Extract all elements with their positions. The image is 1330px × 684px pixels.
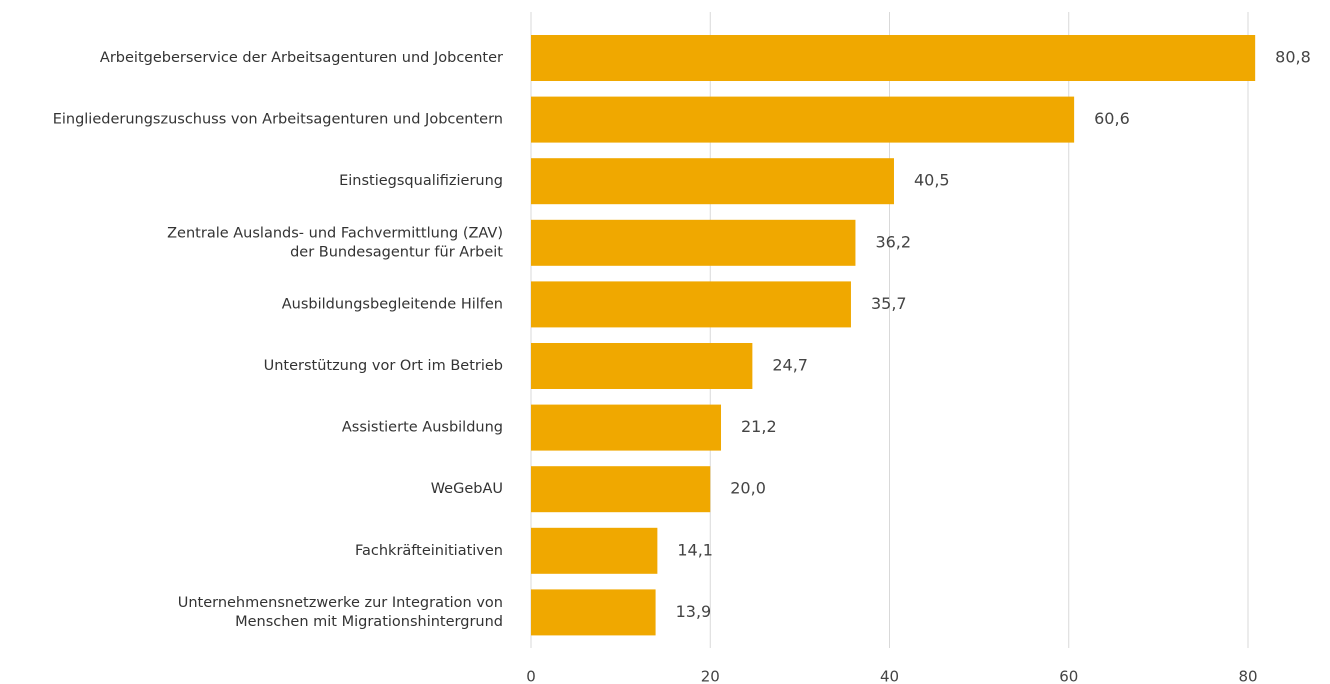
value-label: 24,7 — [772, 356, 808, 375]
value-label: 40,5 — [914, 171, 950, 190]
bar — [531, 404, 722, 451]
x-tick-label: 20 — [701, 668, 720, 684]
category-label: Einstiegsqualifizierung — [339, 173, 503, 189]
value-label: 80,8 — [1275, 48, 1311, 67]
x-tick-label: 40 — [880, 668, 899, 684]
category-label: Zentrale Auslands- und Fachvermittlung (… — [167, 225, 503, 260]
category-label: Ausbildungsbegleitende Hilfen — [282, 296, 503, 312]
x-tick-label: 60 — [1059, 668, 1078, 684]
value-label: 14,1 — [677, 540, 713, 559]
x-tick-label: 80 — [1238, 668, 1257, 684]
bar — [531, 96, 1075, 143]
x-tick-label: 0 — [526, 668, 536, 684]
value-label: 20,0 — [730, 479, 766, 498]
bar — [531, 466, 711, 513]
category-label: Eingliederungszuschuss von Arbeitsagentu… — [53, 112, 503, 128]
bar — [531, 281, 851, 328]
category-label: Unterstützung vor Ort im Betrieb — [264, 358, 503, 374]
value-label: 21,2 — [741, 417, 777, 436]
bar — [531, 35, 1256, 81]
category-label: Fachkräfteinitiativen — [355, 543, 503, 559]
category-label: Arbeitgeberservice der Arbeitsagenturen … — [100, 50, 503, 66]
value-label: 60,6 — [1094, 109, 1130, 128]
category-label: Assistierte Ausbildung — [342, 420, 503, 436]
bar — [531, 219, 856, 266]
bar — [531, 343, 753, 389]
bar — [531, 158, 894, 205]
value-label: 36,2 — [875, 232, 911, 251]
bar — [531, 589, 656, 636]
bar — [531, 527, 658, 574]
category-label: WeGebAU — [431, 481, 503, 497]
value-label: 13,9 — [676, 602, 712, 621]
category-label: Unternehmensnetzwerke zur Integration vo… — [178, 595, 503, 630]
value-label: 35,7 — [871, 294, 907, 313]
